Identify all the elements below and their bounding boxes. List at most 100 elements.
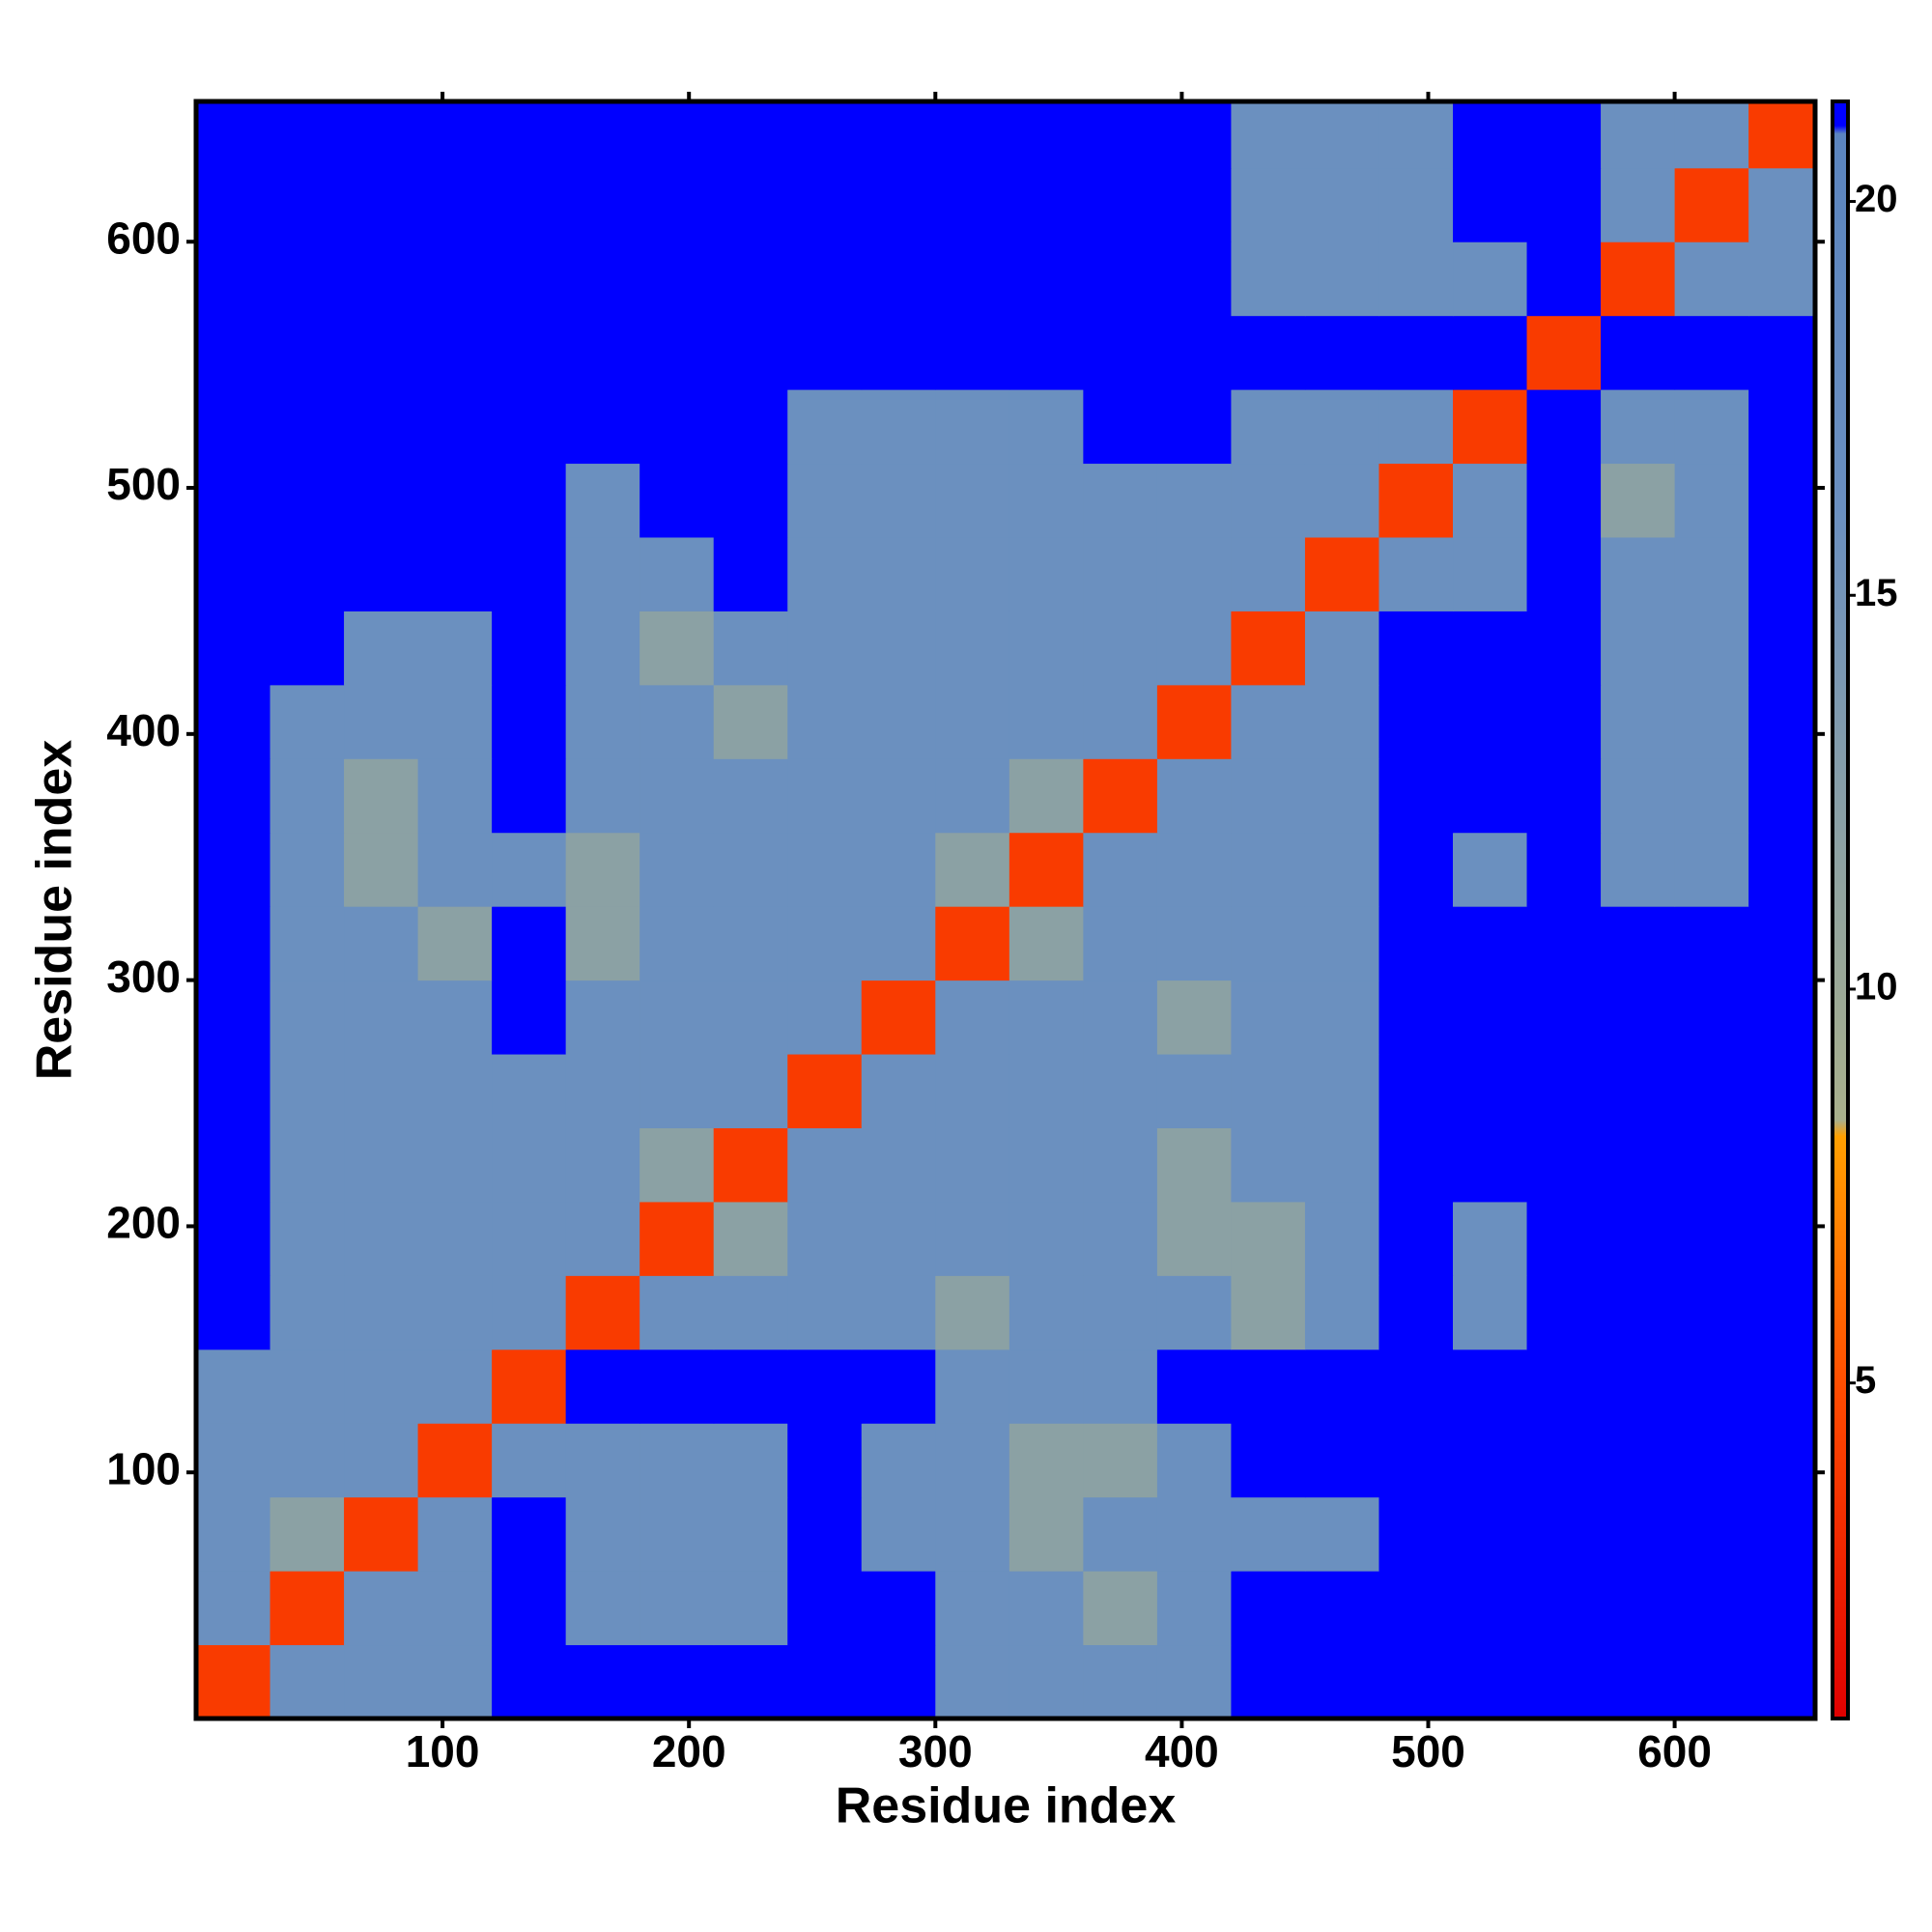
heat-cell [1231, 463, 1306, 538]
heat-cell [1748, 1275, 1815, 1350]
heat-cell [861, 536, 936, 611]
heat-cell [565, 832, 640, 907]
heat-cell [1378, 242, 1454, 317]
heat-cell [196, 684, 271, 759]
heat-cell [787, 242, 863, 317]
heat-cell [1304, 1571, 1379, 1646]
heat-cell [1156, 1644, 1232, 1719]
heat-cell [196, 1423, 271, 1498]
heat-cell [1083, 758, 1158, 834]
heat-cell [639, 315, 715, 390]
heat-cell [196, 906, 271, 981]
heat-cell [1231, 684, 1306, 759]
x-axis-label: Residue index [836, 1778, 1177, 1834]
heat-cell [1453, 101, 1528, 169]
heat-cell [270, 1571, 345, 1646]
heat-cell [492, 242, 567, 317]
heat-cell [196, 832, 271, 907]
heat-cell [935, 1201, 1010, 1276]
heat-cell [196, 1571, 271, 1646]
heat-cell [1083, 463, 1158, 538]
heat-cell [565, 1644, 640, 1719]
heat-cell [1526, 167, 1602, 242]
heat-cell [713, 1054, 788, 1128]
heat-cell [1748, 684, 1815, 759]
heat-cell [861, 101, 936, 169]
heat-cell [1083, 536, 1158, 611]
heat-cell [787, 1201, 863, 1276]
heat-cell [565, 315, 640, 390]
heat-cell [713, 463, 788, 538]
heat-cell [1526, 611, 1602, 686]
heat-cell [565, 389, 640, 465]
heat-cell [1156, 1423, 1232, 1498]
heat-cell [1304, 611, 1379, 686]
heat-cell [861, 758, 936, 834]
heat-cell [1304, 684, 1379, 759]
heat-cell [639, 980, 715, 1055]
heat-cell [1304, 1349, 1379, 1424]
heat-cell [1083, 1275, 1158, 1350]
heat-cell [1674, 1275, 1749, 1350]
heat-cell [1156, 463, 1232, 538]
heat-cell [639, 1275, 715, 1350]
heat-cell [1156, 684, 1232, 759]
heat-cell [492, 536, 567, 611]
heat-cell [1601, 242, 1676, 317]
x-tick-label: 300 [898, 1726, 973, 1776]
heat-cell [787, 315, 863, 390]
heat-cell [787, 389, 863, 465]
heat-cell [344, 1644, 419, 1719]
heat-cell [492, 1127, 567, 1203]
heat-cell [1009, 758, 1084, 834]
heat-cell [787, 463, 863, 538]
heat-cell [1083, 1201, 1158, 1276]
heat-cell [1526, 389, 1602, 465]
heat-cell [713, 1127, 788, 1203]
heat-cell [417, 832, 493, 907]
heat-cell [713, 315, 788, 390]
heat-cell [1748, 758, 1815, 834]
heat-cell [639, 1127, 715, 1203]
heat-cell [861, 1275, 936, 1350]
heat-cell [787, 758, 863, 834]
heat-cell [344, 101, 419, 169]
heat-cell [1601, 463, 1676, 538]
heat-cell [344, 906, 419, 981]
heat-cell [1748, 463, 1815, 538]
heat-cell [1083, 684, 1158, 759]
heat-cell [639, 167, 715, 242]
heat-cell [935, 684, 1010, 759]
heat-cell [713, 242, 788, 317]
heat-cell [1378, 684, 1454, 759]
heat-cell [1231, 242, 1306, 317]
heat-cell [1674, 832, 1749, 907]
heat-cell [492, 758, 567, 834]
heat-cell [1009, 1054, 1084, 1128]
heat-cell [344, 758, 419, 834]
heat-cell [1601, 167, 1676, 242]
heat-cell [935, 906, 1010, 981]
heat-cell [1526, 1571, 1602, 1646]
heat-cell [492, 315, 567, 390]
heat-cell [196, 242, 271, 317]
heat-cell [1156, 1201, 1232, 1276]
heat-cell [417, 463, 493, 538]
heat-cell [1231, 832, 1306, 907]
heat-cell [1748, 1423, 1815, 1498]
heat-cell [1601, 1644, 1676, 1719]
heat-cell [1009, 536, 1084, 611]
heat-cell [1231, 1275, 1306, 1350]
heat-cell [1083, 1054, 1158, 1128]
heat-cell [1601, 1127, 1676, 1203]
heat-cell [270, 1054, 345, 1128]
heat-cell [935, 1054, 1010, 1128]
heat-cell [565, 980, 640, 1055]
heat-cell [344, 1127, 419, 1203]
heat-cell [565, 1571, 640, 1646]
heat-cell [1526, 1201, 1602, 1276]
x-tick-label: 100 [406, 1726, 480, 1776]
heat-cell [565, 684, 640, 759]
heat-cell [1674, 463, 1749, 538]
heat-cell [1601, 536, 1676, 611]
